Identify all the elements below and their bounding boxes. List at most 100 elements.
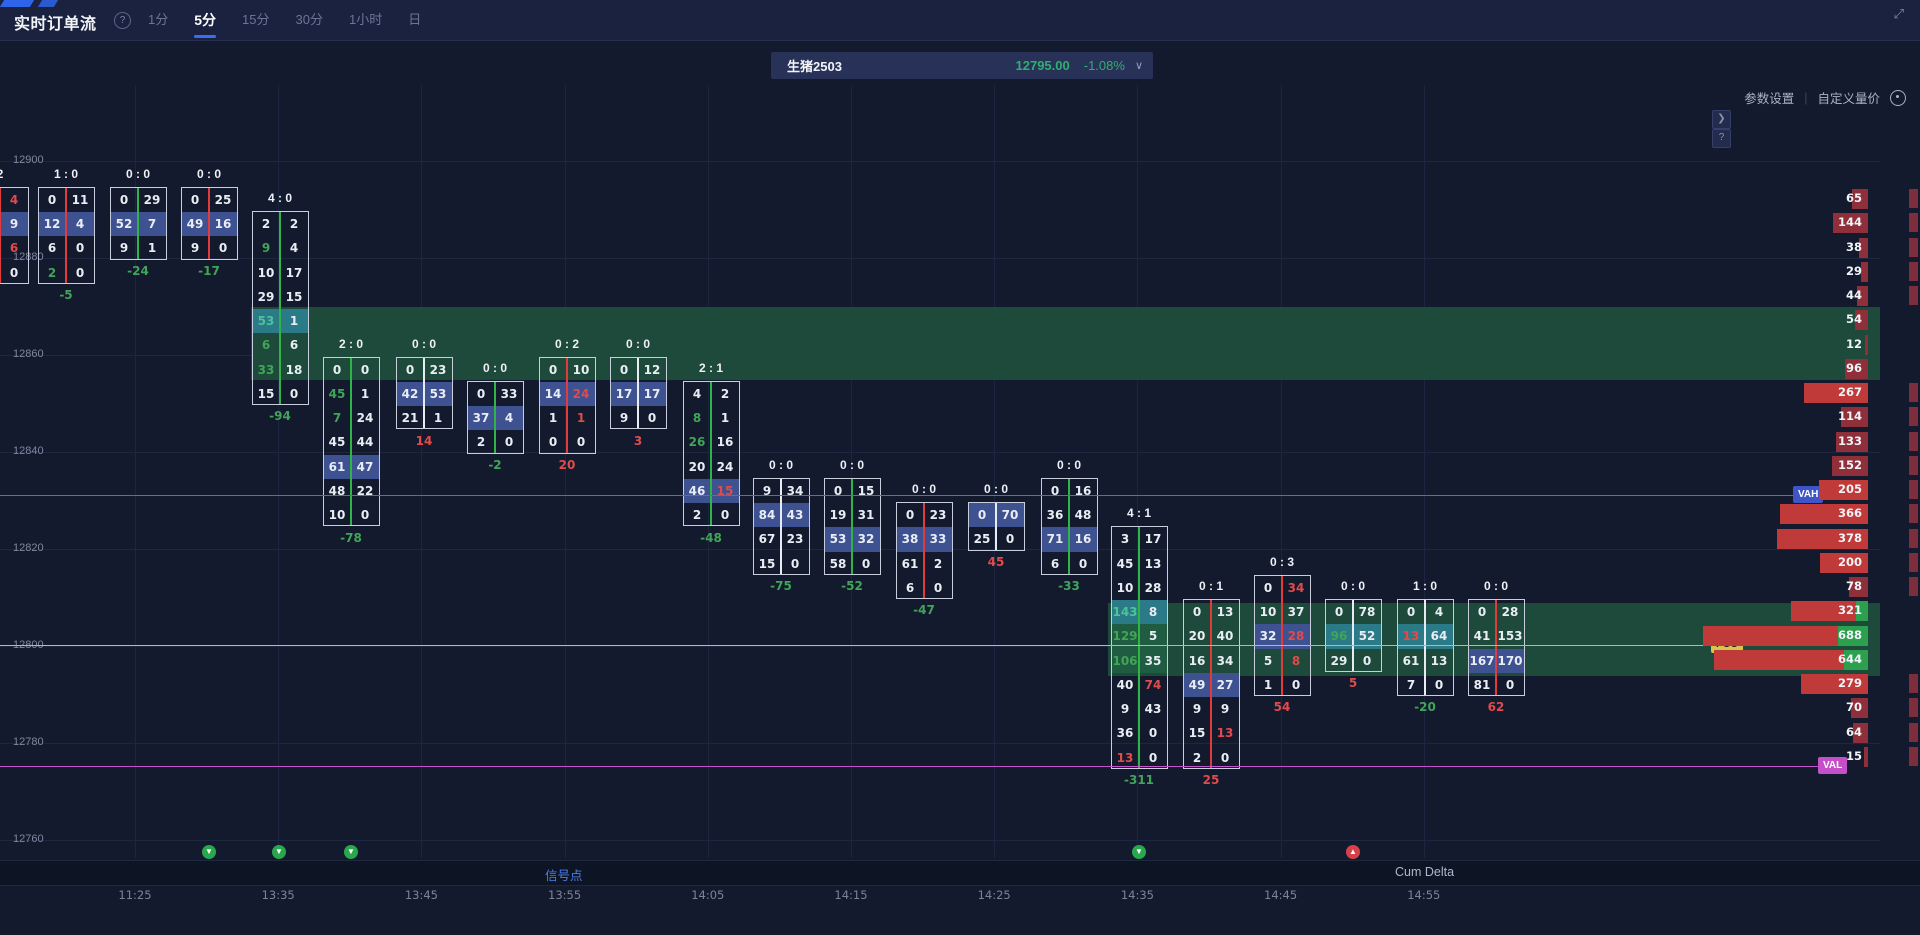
price-axis-label: 12900 (13, 154, 44, 166)
signal-up-icon[interactable]: ▲ (1346, 845, 1360, 859)
tab-5分[interactable]: 5分 (194, 0, 216, 40)
footprint-column[interactable]: 0 13 20 40 16 34 49 27 9 9 15 13 2 0 (1182, 599, 1240, 769)
ask-volume-cell: 29 (143, 192, 161, 207)
ask-volume-cell: 0 (9, 265, 19, 280)
profile-sell-bar (1865, 334, 1868, 355)
footprint-column[interactable]: 9 34 84 43 67 23 15 0 (752, 477, 810, 575)
footprint-column[interactable]: 2 2 9 4 10 17 29 15 53 1 6 6 33 18 15 0 (251, 211, 309, 406)
ask-volume-cell: 74 (1144, 677, 1162, 692)
bid-volume-cell: 0 (1192, 605, 1202, 620)
profile-sell-bar (1714, 649, 1844, 670)
footprint-column[interactable]: 0 70 25 0 (967, 502, 1025, 551)
footprint-column[interactable]: 0 28 41 153 167 170 81 0 (1467, 599, 1525, 697)
footprint-imbalance-header: 0 : 2 (554, 336, 579, 351)
bid-volume-cell: 21 (401, 411, 419, 426)
profile-sell-bar (1801, 674, 1868, 694)
time-axis-label: 13:45 (404, 888, 438, 902)
footprint-column[interactable]: 0 33 37 4 2 0 (466, 380, 524, 454)
footprint-column[interactable]: 0 25 49 16 9 0 (180, 186, 238, 260)
bid-volume-cell: 16 (1188, 653, 1206, 668)
bid-volume-cell: 45 (328, 435, 346, 450)
delta-divider (1495, 600, 1497, 696)
signal-down-icon[interactable]: ▼ (1132, 845, 1146, 859)
ask-volume-cell: 48 (1074, 508, 1092, 523)
vah-line (0, 495, 1795, 496)
delta-divider (710, 381, 712, 526)
profile-volume-value: 279 (1837, 676, 1862, 690)
tab-1小时[interactable]: 1小时 (348, 12, 383, 27)
bid-volume-cell: 29 (257, 289, 275, 304)
tab-15分[interactable]: 15分 (242, 12, 270, 27)
footprint-column[interactable]: 0 23 42 53 21 1 (395, 356, 453, 430)
collapse-panel-button[interactable]: ❯ (1712, 110, 1731, 129)
ask-volume-cell: 43 (1144, 702, 1162, 717)
settings-button[interactable]: 参数设置 (1744, 92, 1795, 106)
ask-volume-cell: 12 (643, 362, 661, 377)
footprint-imbalance-header: 4 : 0 (267, 191, 292, 205)
bar-delta-value: 5 (1348, 676, 1358, 690)
ask-volume-cell: 0 (647, 411, 657, 426)
profile-volume-value: 200 (1837, 554, 1862, 569)
tab-1分[interactable]: 1分 (148, 12, 169, 27)
ask-volume-cell: 0 (861, 556, 871, 571)
footprint-column[interactable]: 4 9 6 0 (0, 186, 29, 284)
help-icon[interactable]: ? (114, 12, 131, 29)
instrument-selector[interactable]: 生猪2503 12795.00 -1.08% ∨ (771, 52, 1153, 79)
ask-volume-cell: 32 (857, 532, 875, 547)
bid-volume-cell: 25 (973, 532, 991, 547)
footprint-column[interactable]: 0 10 14 24 1 1 0 0 (538, 356, 596, 454)
footprint-column[interactable]: 0 0 45 1 7 24 45 44 61 47 48 22 10 0 (322, 356, 380, 527)
footprint-column[interactable]: 0 15 19 31 53 32 58 0 (823, 477, 881, 575)
footprint-column[interactable]: 0 78 96 52 29 0 (1324, 599, 1382, 672)
delta-divider (1210, 600, 1212, 768)
footprint-column[interactable]: 0 34 10 37 32 28 5 8 1 0 (1253, 574, 1311, 697)
delta-divider (350, 357, 352, 526)
ask-volume-cell: 27 (1216, 677, 1234, 692)
panel-help-button[interactable]: ? (1712, 129, 1731, 148)
bid-volume-cell: 2 (476, 435, 486, 450)
footprint-column[interactable]: 4 2 8 1 26 16 20 24 46 15 2 0 (682, 380, 740, 527)
delta-divider (1424, 600, 1426, 696)
expand-icon[interactable]: ⤢ (1893, 6, 1904, 21)
price-axis-label: 12820 (13, 542, 44, 554)
delta-divider (923, 503, 925, 599)
custom-volume-price-button[interactable]: 自定义量价 (1817, 92, 1880, 106)
footprint-column[interactable]: 0 11 12 4 6 0 2 0 (37, 186, 95, 284)
delta-divider (494, 381, 496, 453)
price-axis-label: 12860 (13, 348, 44, 360)
bid-volume-cell: 2 (261, 217, 271, 232)
ask-volume-cell: 16 (214, 217, 232, 232)
ask-volume-cell: 16 (1074, 532, 1092, 547)
footprint-column[interactable]: 0 12 17 17 9 0 (609, 356, 667, 430)
footprint-imbalance-header: 4 : 1 (1126, 506, 1151, 521)
tab-日[interactable]: 日 (408, 12, 422, 27)
ask-volume-cell: 23 (786, 532, 804, 547)
bar-delta-value: -5 (59, 288, 73, 302)
signal-down-icon[interactable]: ▼ (272, 845, 286, 859)
tab-30分[interactable]: 30分 (295, 12, 323, 27)
bid-volume-cell: 9 (1120, 702, 1130, 717)
chevron-down-icon[interactable]: ∨ (1134, 60, 1143, 72)
footprint-column[interactable]: 0 23 38 33 61 2 6 0 (895, 502, 953, 600)
bid-volume-cell: 10 (257, 265, 275, 280)
cum-delta-panel-label[interactable]: Cum Delta (1395, 865, 1455, 879)
time-gridline (564, 85, 566, 858)
signal-down-icon[interactable]: ▼ (202, 845, 216, 859)
gear-icon[interactable] (1890, 89, 1906, 106)
ask-volume-cell: 37 (1287, 605, 1305, 620)
profile-volume-value: 38 (1845, 239, 1862, 254)
signal-down-icon[interactable]: ▼ (344, 845, 358, 859)
ask-volume-cell: 153 (1497, 629, 1523, 644)
signal-panel-label[interactable]: 信号点 (545, 869, 583, 883)
footprint-column[interactable]: 3 17 45 13 10 28 143 8 129 5 106 35 40 74 9 43 36 0 13 0 (1110, 526, 1168, 769)
ask-volume-cell: 34 (1216, 653, 1234, 668)
footprint-column[interactable]: 0 29 52 7 9 1 (109, 186, 167, 260)
footprint-column[interactable]: 0 4 13 64 61 13 7 0 (1396, 599, 1454, 697)
footprint-column[interactable]: 0 16 36 48 71 16 6 0 (1040, 477, 1098, 575)
ask-volume-cell: 33 (929, 532, 947, 547)
chart-toolbar: 参数设置 | 自定义量价 (1744, 88, 1906, 107)
ask-volume-cell: 44 (356, 435, 374, 450)
ask-volume-cell: 0 (1005, 532, 1015, 547)
